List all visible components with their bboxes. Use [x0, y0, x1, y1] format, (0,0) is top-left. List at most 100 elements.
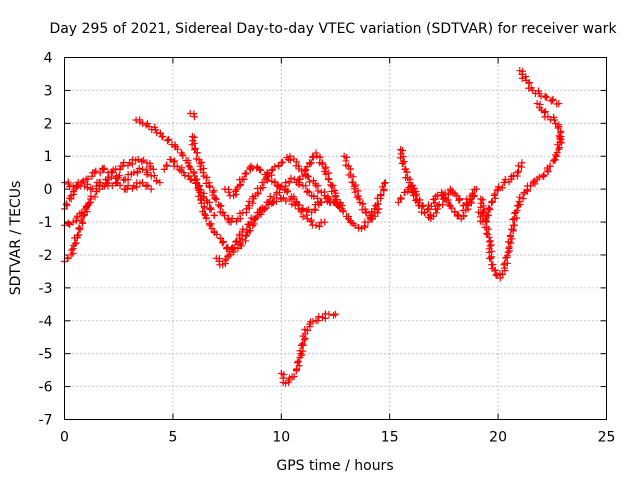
- data-point: [224, 252, 232, 260]
- data-point: [507, 239, 515, 247]
- data-point: [123, 185, 131, 193]
- data-point: [196, 186, 204, 194]
- data-point: [491, 267, 499, 275]
- data-point: [540, 171, 548, 179]
- data-point: [477, 209, 485, 217]
- data-point: [448, 204, 456, 212]
- data-point: [243, 226, 251, 234]
- data-point: [191, 139, 199, 147]
- data-point: [201, 210, 209, 218]
- data-point: [518, 159, 526, 167]
- data-point: [483, 229, 491, 237]
- data-point: [548, 96, 556, 104]
- data-point: [215, 257, 223, 265]
- data-point: [309, 317, 317, 325]
- data-point: [83, 184, 91, 192]
- data-point: [150, 172, 158, 180]
- data-point: [192, 179, 200, 187]
- data-point: [227, 218, 235, 226]
- data-point: [487, 255, 495, 263]
- data-point: [270, 194, 278, 202]
- data-point: [381, 179, 389, 187]
- data-point: [256, 208, 264, 216]
- data-point: [79, 219, 87, 227]
- data-point: [309, 153, 317, 161]
- data-point: [100, 164, 108, 172]
- satellite-track-16: [475, 159, 526, 226]
- data-point: [490, 191, 498, 199]
- data-point: [541, 92, 549, 100]
- data-point: [399, 159, 407, 167]
- satellite-track-19: [61, 198, 95, 229]
- data-point: [287, 174, 295, 182]
- data-point: [333, 196, 341, 204]
- data-point: [377, 191, 385, 199]
- data-point: [556, 135, 564, 143]
- satellite-track-1: [61, 156, 157, 213]
- data-point: [505, 243, 513, 251]
- data-point: [144, 169, 152, 177]
- data-point: [514, 162, 522, 170]
- data-point: [326, 199, 334, 207]
- data-point: [190, 110, 198, 118]
- data-point: [143, 120, 151, 128]
- data-point: [197, 196, 205, 204]
- data-point: [312, 149, 320, 157]
- data-point: [187, 176, 195, 184]
- data-point: [485, 225, 493, 233]
- data-point: [80, 208, 88, 216]
- data-point: [198, 158, 206, 166]
- data-point: [75, 231, 83, 239]
- data-point: [314, 317, 322, 325]
- data-point: [206, 183, 214, 191]
- data-point: [191, 113, 199, 121]
- data-point: [159, 133, 167, 141]
- data-point: [108, 182, 116, 190]
- data-point: [280, 371, 288, 379]
- data-point: [146, 162, 154, 170]
- data-point: [375, 205, 383, 213]
- plot-frame: [64, 57, 607, 420]
- data-point: [96, 169, 104, 177]
- satellite-track-10: [292, 149, 389, 233]
- data-point: [555, 145, 563, 153]
- data-point: [264, 198, 272, 206]
- data-point: [421, 209, 429, 217]
- data-point: [227, 251, 235, 259]
- data-point: [485, 204, 493, 212]
- data-point: [87, 198, 95, 206]
- data-point: [380, 187, 388, 195]
- data-point: [302, 182, 310, 190]
- data-point: [276, 183, 284, 191]
- data-point: [257, 166, 265, 174]
- data-point: [207, 220, 215, 228]
- data-point: [555, 100, 563, 108]
- data-point: [406, 175, 414, 183]
- data-point: [453, 212, 461, 220]
- data-point: [210, 187, 218, 195]
- satellite-track-11: [340, 152, 383, 223]
- data-point: [551, 119, 559, 127]
- data-point: [165, 135, 173, 143]
- data-point: [351, 188, 359, 196]
- data-point: [251, 216, 259, 224]
- data-point: [105, 179, 113, 187]
- data-point: [286, 156, 294, 164]
- data-point: [456, 196, 464, 204]
- y-tick-label: -1: [39, 215, 53, 231]
- data-point: [328, 188, 336, 196]
- data-point: [69, 218, 77, 226]
- data-point: [403, 168, 411, 176]
- satellite-track-6: [188, 132, 346, 226]
- data-point: [259, 184, 267, 192]
- data-point: [92, 167, 100, 175]
- y-tick-label: 4: [44, 51, 53, 67]
- data-point: [410, 191, 418, 199]
- data-point: [144, 182, 152, 190]
- data-point: [212, 195, 220, 203]
- data-point: [288, 200, 296, 208]
- data-point: [482, 217, 490, 225]
- data-point: [557, 136, 565, 144]
- y-tick-label: 0: [44, 182, 53, 198]
